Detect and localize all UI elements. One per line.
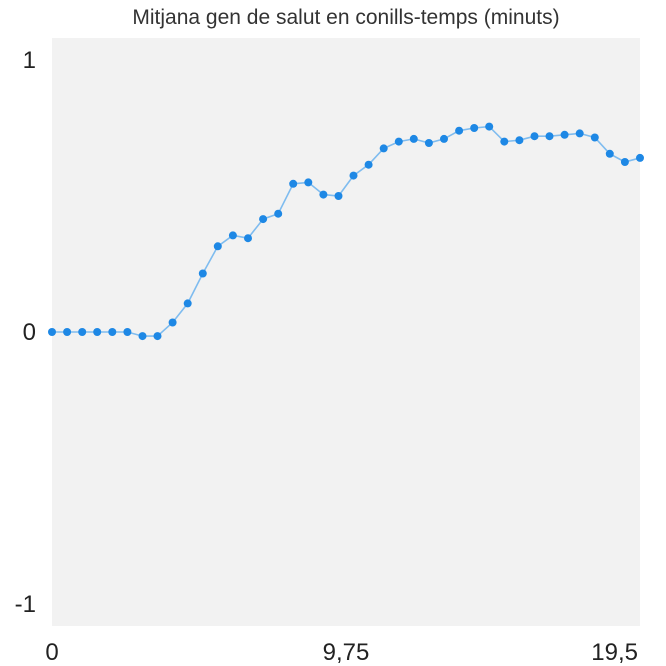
data-point — [168, 318, 177, 327]
data-point — [620, 158, 629, 166]
data-point — [334, 192, 343, 200]
data-point — [394, 137, 403, 146]
data-point — [364, 160, 373, 169]
x-axis-ticks: 0 9,75 19,5 — [45, 639, 638, 666]
data-point — [349, 171, 358, 180]
data-point — [409, 134, 418, 143]
data-point — [304, 178, 313, 187]
data-point — [259, 215, 268, 224]
data-point — [560, 130, 569, 139]
data-point — [244, 234, 252, 243]
data-point — [93, 328, 102, 336]
data-point — [500, 137, 509, 146]
data-point — [379, 144, 388, 153]
data-point — [183, 299, 192, 308]
data-point — [485, 122, 494, 131]
data-point — [48, 328, 56, 336]
data-point — [319, 190, 328, 199]
data-point — [470, 124, 479, 132]
data-point — [274, 209, 283, 218]
data-point — [440, 134, 448, 143]
y-axis-ticks: 1 0 -1 — [15, 47, 36, 618]
data-point — [228, 231, 237, 240]
data-point — [63, 328, 72, 336]
y-tick-label: 0 — [23, 319, 36, 346]
data-point — [424, 139, 433, 147]
plot-area — [52, 38, 640, 626]
data-point — [198, 269, 207, 278]
data-point — [153, 332, 162, 341]
series-layer — [48, 122, 644, 341]
y-tick-label: -1 — [15, 591, 36, 618]
data-point — [545, 132, 554, 141]
data-point — [123, 328, 132, 336]
data-point — [213, 242, 222, 251]
data-point — [530, 132, 539, 141]
data-point — [605, 149, 614, 158]
data-point — [108, 328, 117, 336]
data-point — [138, 332, 147, 341]
data-point — [455, 126, 464, 135]
series-line — [52, 125, 641, 337]
data-point — [515, 136, 524, 145]
x-tick-label: 19,5 — [591, 639, 638, 666]
data-point — [289, 179, 298, 188]
x-tick-label: 9,75 — [323, 639, 370, 666]
data-point — [78, 328, 87, 336]
data-point — [590, 133, 599, 142]
data-point — [575, 129, 584, 138]
y-tick-label: 1 — [23, 47, 36, 74]
chart-title: Mitjana gen de salut en conills-temps (m… — [132, 6, 559, 29]
data-point — [636, 153, 644, 162]
x-tick-label: 0 — [45, 639, 58, 666]
